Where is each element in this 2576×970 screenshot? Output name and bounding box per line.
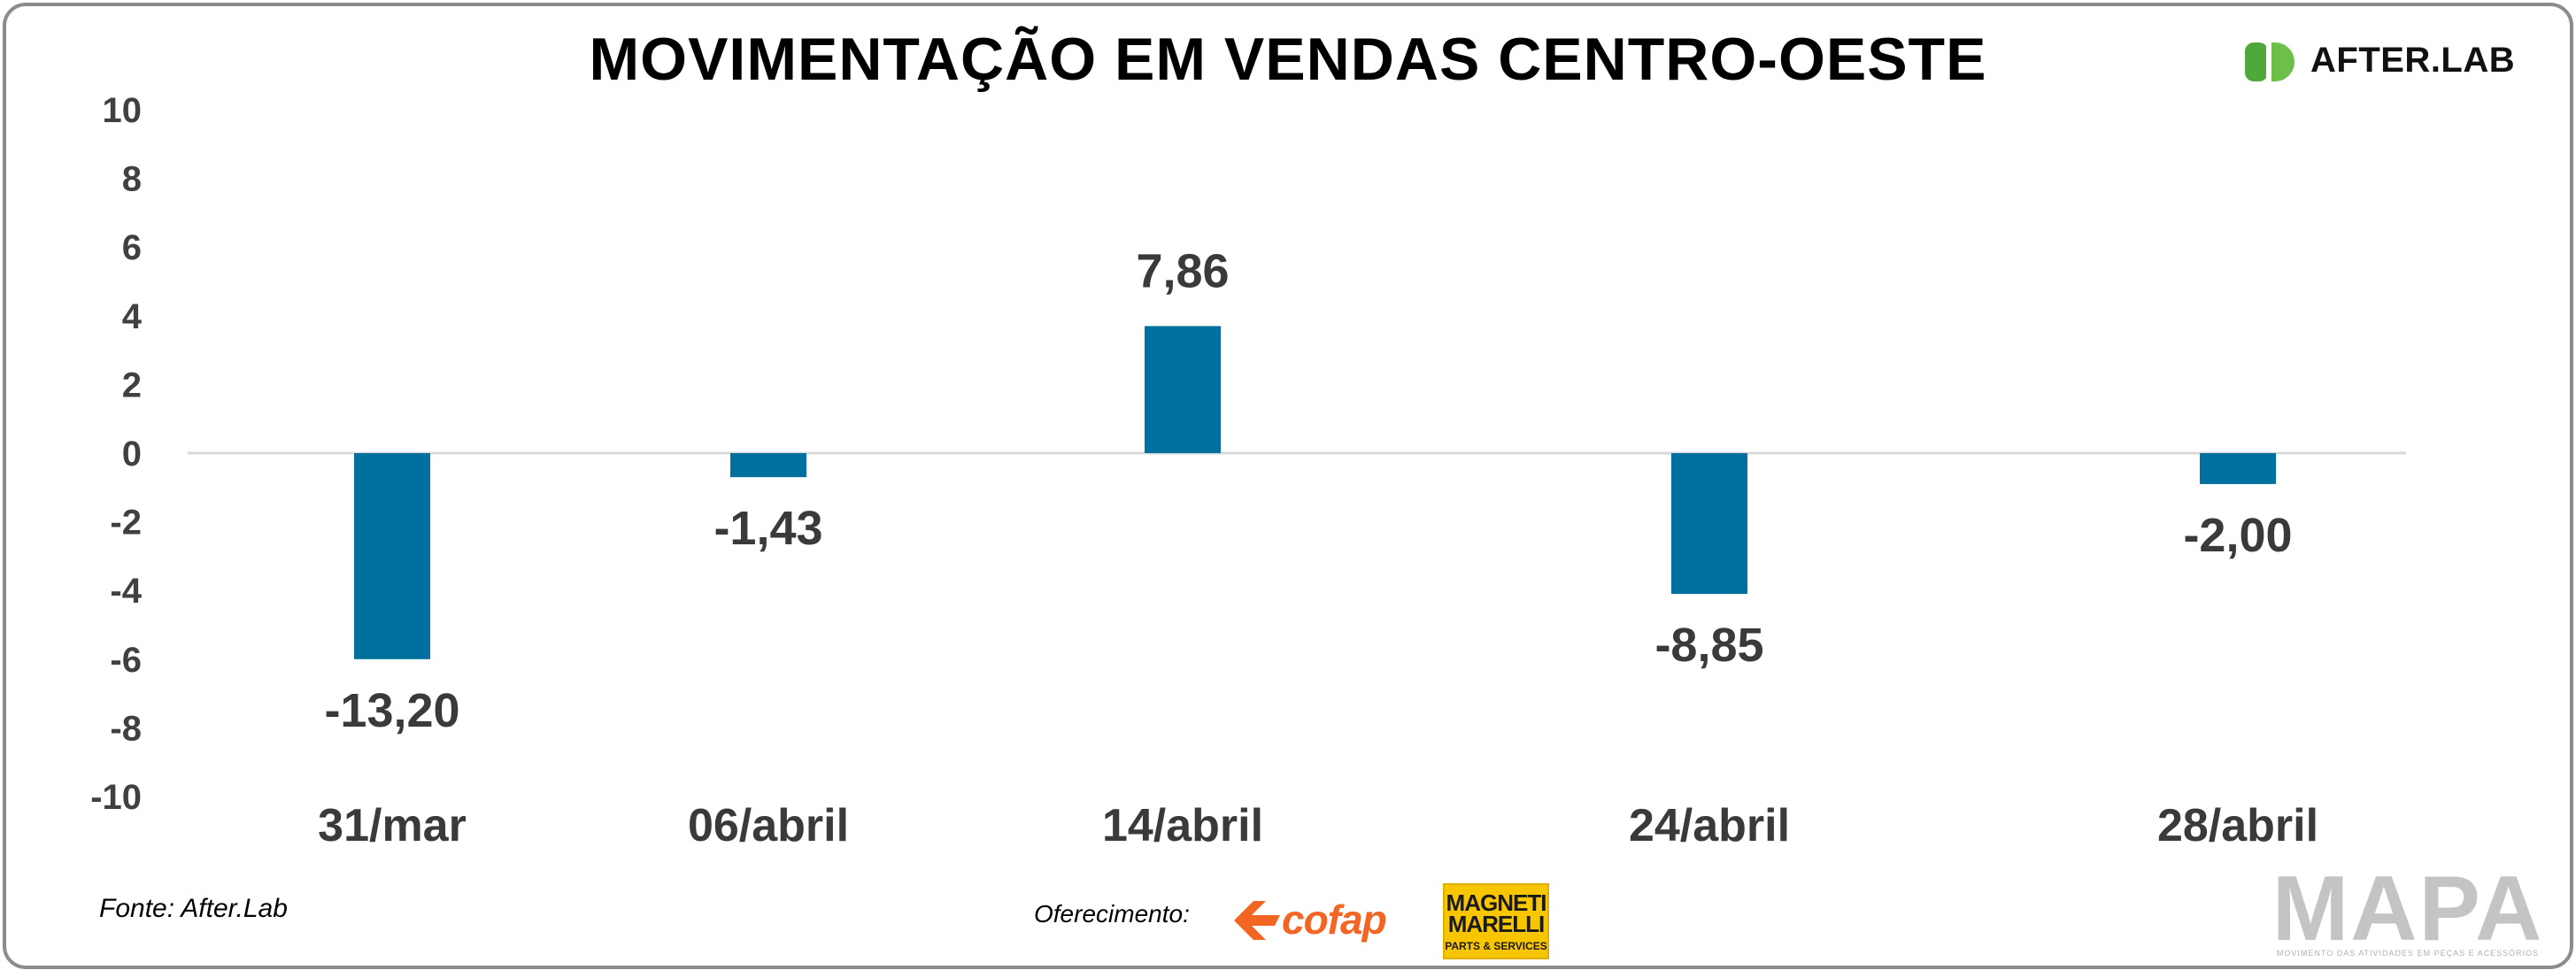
y-tick-label: -4 [110, 572, 142, 611]
magneti-logo-subtitle: PARTS & SERVICES [1445, 940, 1547, 952]
y-tick-label: -2 [110, 504, 142, 543]
mapa-logo-tagline: MOVIMENTO DAS ATIVIDADES EM PEÇAS E ACES… [2276, 949, 2540, 958]
bar-chart: 10 8 6 4 2 0 -2 -4 -6 -8 -10 -13,20 31/mar -1,43 06/ab… [90, 91, 2406, 851]
mapa-logo: MAPA MOVIMENTO DAS ATIVIDADES EM PEÇAS E… [2266, 860, 2549, 966]
magneti-logo-line1: MAGNETI MARELLI [1445, 889, 1547, 937]
magneti-logo-word2: MARELLI [1447, 911, 1546, 937]
y-tick-label: -10 [90, 778, 142, 817]
y-tick-label: 10 [103, 91, 143, 130]
source-note: Fonte: After.Lab [99, 894, 288, 923]
x-tick-label: 06/abril [688, 800, 849, 851]
sponsor-label: Oferecimento: [1034, 900, 1190, 928]
cofap-logo-text: cofap [1282, 897, 1387, 943]
chart-title: MOVIMENTAÇÃO EM VENDAS CENTRO-OESTE [589, 26, 1987, 93]
cofap-arrow-icon [1234, 901, 1280, 940]
chart-frame [3, 3, 2573, 969]
y-tick-label: 8 [122, 160, 142, 199]
x-tick-label: 24/abril [1629, 800, 1790, 851]
bar [730, 453, 806, 478]
bar [1671, 453, 1747, 595]
mapa-logo-text: MAPA [2271, 858, 2544, 960]
data-label: -1,43 [713, 502, 822, 555]
afterlab-logo-text: AFTER.LAB [2310, 41, 2516, 80]
afterlab-leaf-icon [2245, 42, 2294, 81]
y-tick-label: 0 [122, 435, 142, 473]
y-tick-label: 6 [122, 228, 142, 267]
y-tick-label: -8 [110, 709, 142, 748]
y-tick-label: -6 [110, 641, 142, 680]
x-tick-label: 14/abril [1102, 800, 1263, 851]
bar [1145, 326, 1221, 453]
data-label: -8,85 [1654, 619, 1763, 672]
data-label: -13,20 [324, 684, 459, 737]
magneti-logo-word1: MAGNETI [1446, 889, 1547, 916]
x-tick-label: 31/mar [318, 800, 467, 851]
data-label: -2,00 [2183, 509, 2292, 562]
data-label: 7,86 [1136, 244, 1229, 297]
magneti-marelli-logo: MAGNETI MARELLI PARTS & SERVICES [1443, 883, 1549, 959]
y-tick-label: 4 [122, 297, 143, 336]
x-tick-label: 28/abril [2157, 800, 2318, 851]
y-tick-label: 2 [122, 366, 142, 404]
bar [2200, 453, 2276, 484]
cofap-logo: cofap [1230, 894, 1416, 947]
bar [354, 453, 430, 659]
